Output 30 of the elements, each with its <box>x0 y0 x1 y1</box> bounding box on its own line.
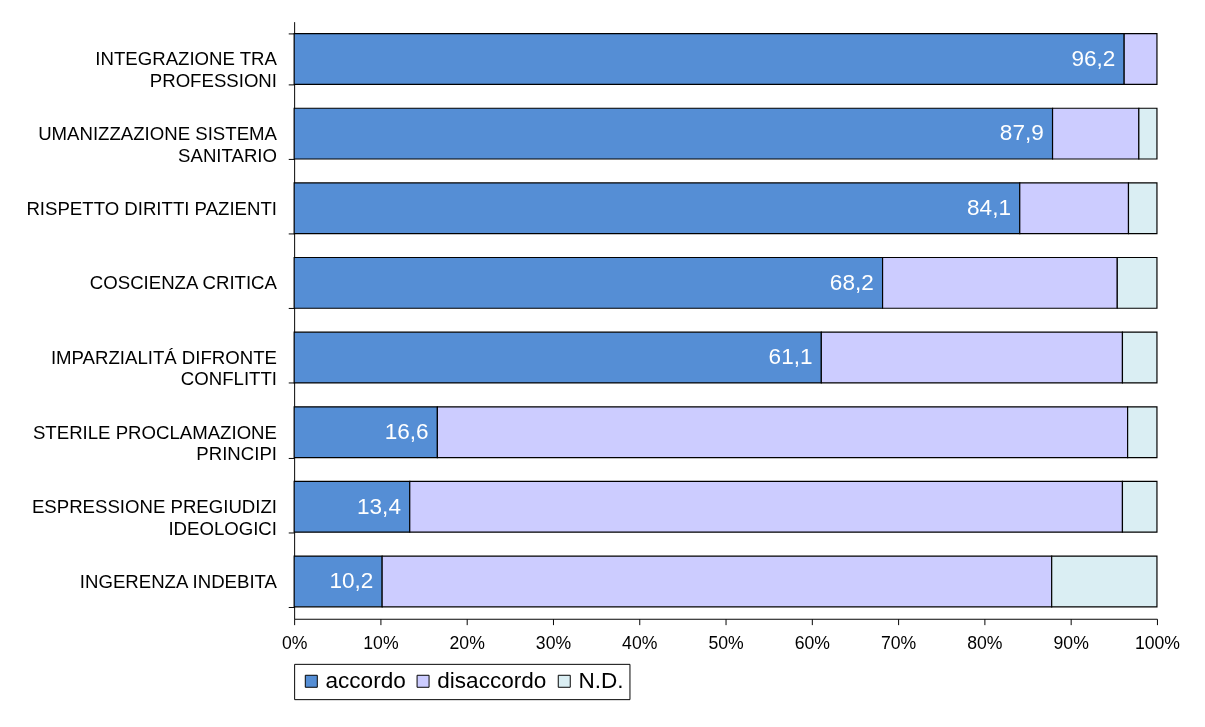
data-label: 10,2 <box>329 568 374 594</box>
y-tick-label: UMANIZZAZIONE SISTEMA SANITARIO <box>38 122 278 166</box>
x-tick-label: 60% <box>794 632 831 653</box>
data-label: 84,1 <box>967 195 1011 221</box>
x-tick-label: 30% <box>535 632 572 653</box>
x-tick-label: 90% <box>1053 632 1090 653</box>
data-label: 96,2 <box>1071 45 1116 71</box>
data-label: 68,2 <box>829 269 874 295</box>
x-tick-label: 50% <box>708 632 744 653</box>
y-tick-label: STERILE PROCLAMAZIONE PRINCIPI <box>32 421 277 465</box>
x-tick-label: 0% <box>281 632 308 653</box>
data-label: 61,1 <box>768 344 813 370</box>
data-label: 16,6 <box>384 419 429 445</box>
data-label: 13,4 <box>357 493 401 519</box>
y-tick-label: COSCIENZA CRITICA <box>89 272 278 294</box>
y-tick-label: IMPARZIALITÁ DIFRONTE CONFLITTI <box>50 346 277 390</box>
x-tick-label: 70% <box>880 632 917 653</box>
y-tick-label: ESPRESSIONE PREGIUDIZI IDEOLOGICI <box>31 496 277 539</box>
x-tick-label: 20% <box>449 632 486 653</box>
y-tick-label: INGERENZA INDEBITA <box>79 570 278 592</box>
legend-label: accordo <box>325 668 406 694</box>
y-tick-label: RISPETTO DIRITTI PAZIENTI <box>26 197 277 219</box>
x-tick-label: 40% <box>622 632 658 653</box>
x-tick-label: 100% <box>1134 632 1181 653</box>
data-label: 87,9 <box>999 120 1044 146</box>
x-tick-label: 10% <box>363 632 399 653</box>
y-tick-label: INTEGRAZIONE TRA PROFESSIONI <box>95 48 278 91</box>
legend-label: disaccordo <box>437 668 547 694</box>
x-tick-label: 80% <box>967 632 1003 653</box>
legend-label: N.D. <box>578 668 624 694</box>
